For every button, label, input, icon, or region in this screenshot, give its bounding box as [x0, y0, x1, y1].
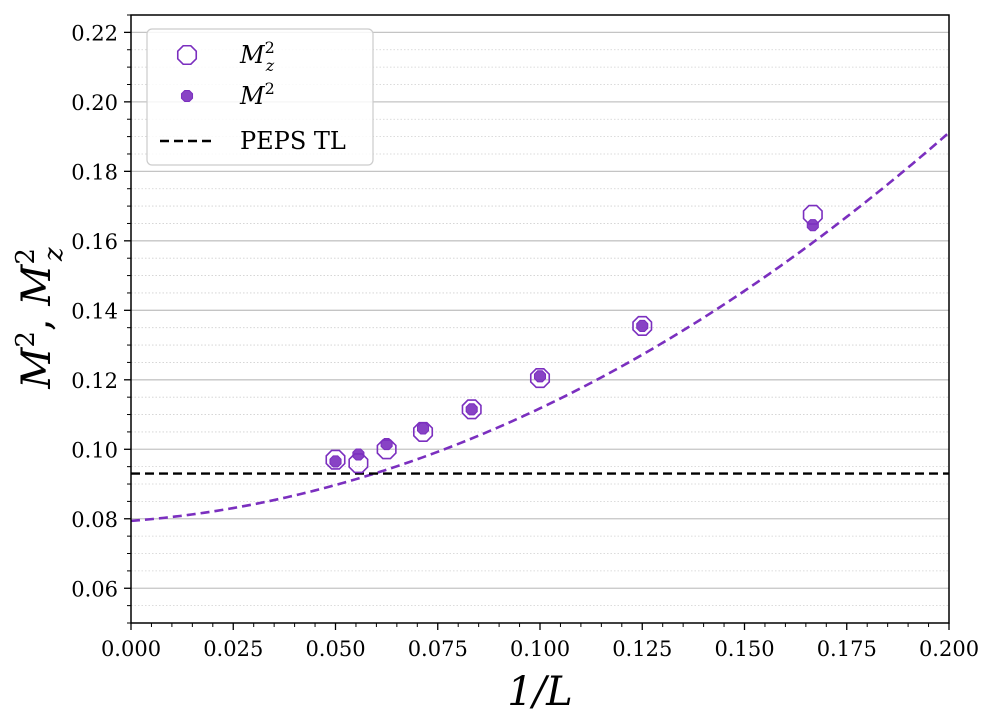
- y-tick-label: 0.16: [71, 230, 118, 254]
- legend-octagon-filled: [180, 89, 194, 103]
- x-tick-label: 0.175: [817, 637, 877, 661]
- y-label-m2: M: [14, 264, 60, 307]
- y-label-m1: M: [14, 347, 60, 390]
- y-label-sep: ,: [14, 306, 60, 331]
- y-tick-label: 0.12: [71, 369, 118, 393]
- y-tick-label: 0.22: [71, 21, 118, 45]
- x-tick-label: 0.050: [305, 637, 365, 661]
- x-tick-label: 0.150: [714, 637, 774, 661]
- x-tick-label: 0.000: [101, 637, 161, 661]
- y-tick-label: 0.14: [71, 299, 118, 323]
- point-mz2: [632, 315, 653, 336]
- x-tick-label: 0.075: [408, 637, 468, 661]
- fit-curve: [130, 131, 950, 523]
- legend-marker-m2: [180, 89, 194, 103]
- y-label-sub2: z: [39, 247, 69, 262]
- legend-octagon-open: [176, 44, 198, 66]
- point-m2: [416, 422, 430, 435]
- x-axis-label: 1/L: [507, 669, 573, 715]
- y-tick-label: 0.08: [71, 508, 118, 532]
- point-mz2: [412, 421, 434, 442]
- x-tick-label: 0.025: [203, 637, 263, 661]
- x-tick-label: 0.200: [919, 637, 979, 661]
- legend-box: [146, 28, 374, 166]
- point-mz2: [802, 204, 823, 225]
- y-tick-label: 0.06: [71, 577, 118, 601]
- points-layer: [325, 204, 823, 474]
- y-label-sup2: 2: [11, 248, 41, 265]
- point-mz2: [348, 453, 369, 474]
- point-m2: [465, 403, 478, 416]
- point-mz2: [529, 368, 551, 389]
- legend: M2 z M2 PEPS TL: [146, 28, 374, 166]
- point-m2: [329, 455, 342, 468]
- y-axis-label: M2, M2z: [11, 247, 69, 389]
- fit-layer: [130, 131, 950, 523]
- x-tick-label: 0.125: [612, 637, 672, 661]
- point-mz2: [325, 449, 346, 470]
- y-tick-label: 0.10: [71, 438, 118, 462]
- grid-layer: [131, 14, 949, 624]
- point-m2: [533, 370, 547, 383]
- point-m2: [806, 219, 819, 232]
- y-label-sup1: 2: [11, 331, 41, 348]
- legend-label-mz2: M2 z: [239, 38, 275, 75]
- point-mz2: [461, 399, 482, 420]
- ticks-layer: 0.000 0.025 0.050 0.075 0.100 0.125 0.150 0.175…: [71, 14, 979, 661]
- y-tick-label: 0.20: [71, 91, 118, 115]
- y-tick-label: 0.18: [71, 160, 118, 184]
- legend-marker-mz2: [176, 44, 198, 66]
- x-tick-label: 0.100: [510, 637, 570, 661]
- legend-label-peps: PEPS TL: [240, 127, 346, 155]
- point-m2: [636, 319, 649, 332]
- legend-label-m2: M2: [239, 79, 275, 110]
- point-mz2: [376, 439, 397, 460]
